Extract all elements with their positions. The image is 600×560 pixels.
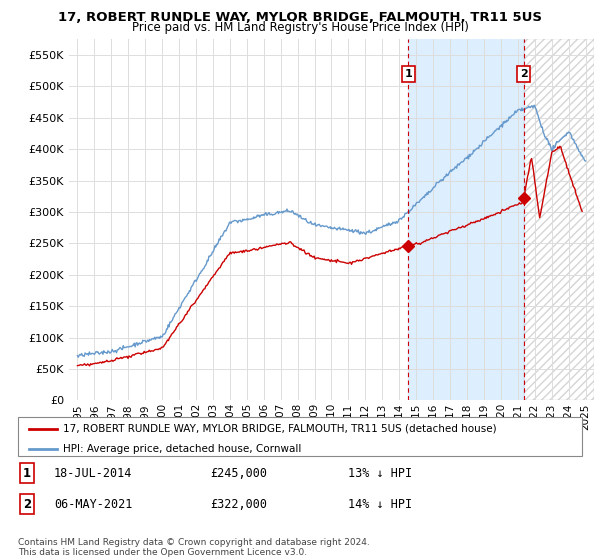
Text: 06-MAY-2021: 06-MAY-2021 xyxy=(54,497,133,511)
Text: 13% ↓ HPI: 13% ↓ HPI xyxy=(348,466,412,480)
FancyBboxPatch shape xyxy=(18,417,582,456)
Text: 17, ROBERT RUNDLE WAY, MYLOR BRIDGE, FALMOUTH, TR11 5US: 17, ROBERT RUNDLE WAY, MYLOR BRIDGE, FAL… xyxy=(58,11,542,24)
Text: 17, ROBERT RUNDLE WAY, MYLOR BRIDGE, FALMOUTH, TR11 5US (detached house): 17, ROBERT RUNDLE WAY, MYLOR BRIDGE, FAL… xyxy=(63,424,497,434)
Text: £322,000: £322,000 xyxy=(210,497,267,511)
Text: Price paid vs. HM Land Registry's House Price Index (HPI): Price paid vs. HM Land Registry's House … xyxy=(131,21,469,34)
Text: 1: 1 xyxy=(23,466,31,480)
Text: Contains HM Land Registry data © Crown copyright and database right 2024.
This d: Contains HM Land Registry data © Crown c… xyxy=(18,538,370,557)
Text: HPI: Average price, detached house, Cornwall: HPI: Average price, detached house, Corn… xyxy=(63,444,301,454)
Text: 1: 1 xyxy=(404,69,412,79)
Text: £245,000: £245,000 xyxy=(210,466,267,480)
Text: 18-JUL-2014: 18-JUL-2014 xyxy=(54,466,133,480)
Text: 14% ↓ HPI: 14% ↓ HPI xyxy=(348,497,412,511)
Bar xyxy=(524,39,594,400)
Text: 2: 2 xyxy=(520,69,527,79)
Bar xyxy=(409,39,524,400)
Text: 2: 2 xyxy=(23,497,31,511)
